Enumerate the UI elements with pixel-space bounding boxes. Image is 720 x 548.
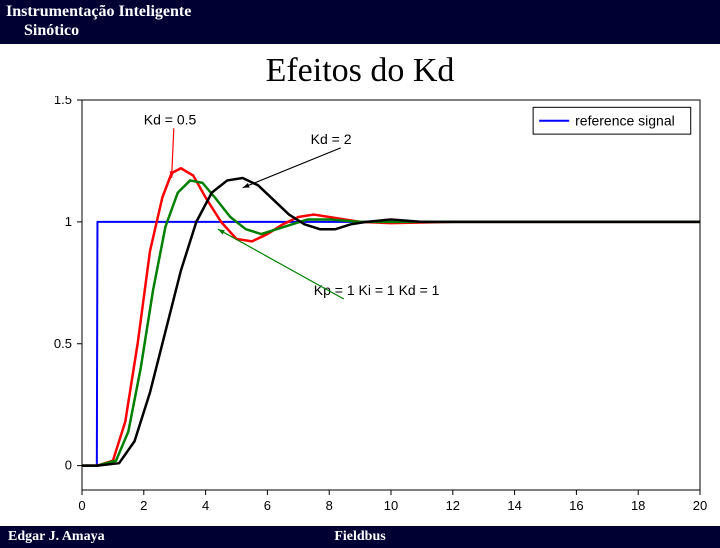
svg-text:20: 20 <box>693 498 707 513</box>
header-title: Instrumentação Inteligente Sinótico <box>0 0 197 42</box>
footer-author: Edgar J. Amaya <box>0 529 105 545</box>
footer-bar: Edgar J. Amaya Fieldbus <box>0 526 720 548</box>
header-line2: Sinótico <box>6 21 191 40</box>
series-reference <box>82 222 700 466</box>
svg-text:6: 6 <box>264 498 271 513</box>
chart: 0 2 4 6 8 10 12 14 16 18 20 0 0.5 1 1.5 reference signa… <box>0 96 720 526</box>
svg-text:1: 1 <box>65 214 72 229</box>
svg-text:12: 12 <box>446 498 460 513</box>
legend-label: reference signal <box>575 113 675 129</box>
annotation-0: Kd = 0.5 <box>144 111 197 127</box>
annotation-arrow-2 <box>218 229 344 299</box>
main-title: Efeitos do Kd <box>0 44 720 96</box>
header-line1: Instrumentação Inteligente <box>6 2 191 21</box>
chart-svg: 0 2 4 6 8 10 12 14 16 18 20 0 0.5 1 1.5 reference signa… <box>0 96 720 526</box>
svg-text:10: 10 <box>384 498 398 513</box>
svg-text:0: 0 <box>65 458 72 473</box>
annotation-arrowhead-2 <box>218 229 225 234</box>
svg-text:1.5: 1.5 <box>54 96 72 107</box>
svg-text:14: 14 <box>507 498 521 513</box>
footer-center: Fieldbus <box>334 529 385 545</box>
annotation-arrow-1 <box>243 148 341 188</box>
svg-text:4: 4 <box>202 498 209 513</box>
svg-text:8: 8 <box>326 498 333 513</box>
header-bar: Instrumentação Inteligente Sinótico <box>0 0 720 44</box>
svg-text:18: 18 <box>631 498 645 513</box>
svg-text:16: 16 <box>569 498 583 513</box>
annotation-arrowhead-1 <box>243 183 250 188</box>
annotation-2: Kp = 1 Ki = 1 Kd = 1 <box>314 282 440 298</box>
annotation-1: Kd = 2 <box>311 131 352 147</box>
svg-text:2: 2 <box>140 498 147 513</box>
svg-text:0.5: 0.5 <box>54 336 72 351</box>
svg-text:0: 0 <box>78 498 85 513</box>
series-kd05 <box>82 168 700 465</box>
annotation-arrow-0 <box>172 128 174 178</box>
